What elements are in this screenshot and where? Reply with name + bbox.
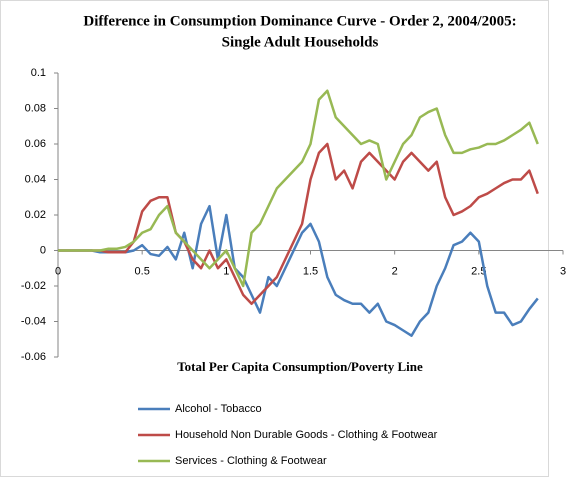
y-tick-label: -0.06 bbox=[21, 351, 46, 363]
legend-label: Alcohol - Tobacco bbox=[175, 403, 262, 415]
y-tick-label: -0.04 bbox=[21, 315, 46, 327]
y-tick-label: -0.02 bbox=[21, 280, 46, 292]
x-tick-label: 0.5 bbox=[135, 265, 150, 277]
x-tick-label: 1.5 bbox=[303, 265, 318, 277]
x-tick-label: 2 bbox=[392, 265, 398, 277]
data-line bbox=[58, 89, 539, 288]
legend-label: Services - Clothing & Footwear bbox=[175, 455, 327, 467]
legend-label: Household Non Durable Goods - Clothing &… bbox=[175, 429, 438, 441]
x-tick-label: 1 bbox=[223, 265, 229, 277]
y-tick-label: 0.08 bbox=[25, 102, 46, 114]
data-line bbox=[58, 142, 539, 305]
y-tick-label: 0.04 bbox=[25, 173, 46, 185]
y-tick-label: 0.1 bbox=[31, 67, 46, 79]
data-line bbox=[58, 204, 539, 337]
chart-frame bbox=[0, 0, 549, 477]
x-axis-title: Total Per Capita Consumption/Poverty Lin… bbox=[177, 359, 423, 374]
y-tick-label: 0.06 bbox=[25, 138, 46, 150]
chart-subtitle: Single Adult Households bbox=[222, 34, 379, 50]
chart-title: Difference in Consumption Dominance Curv… bbox=[83, 13, 516, 29]
x-tick-label: 3 bbox=[560, 265, 566, 277]
y-tick-label: 0.02 bbox=[25, 209, 46, 221]
y-tick-label: 0 bbox=[40, 244, 46, 256]
x-tick-label: 0 bbox=[55, 265, 61, 277]
